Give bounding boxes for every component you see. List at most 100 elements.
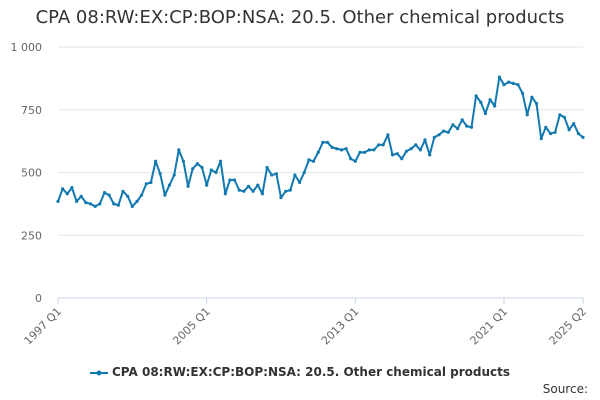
data-point[interactable] <box>288 188 292 192</box>
data-point[interactable] <box>135 199 139 203</box>
data-point[interactable] <box>61 187 65 191</box>
data-point[interactable] <box>228 178 232 182</box>
data-point[interactable] <box>200 165 204 170</box>
data-point[interactable] <box>479 100 483 104</box>
data-point[interactable] <box>390 153 395 157</box>
data-point[interactable] <box>163 193 167 197</box>
data-point[interactable] <box>437 133 441 137</box>
data-point[interactable] <box>344 147 348 151</box>
data-point[interactable] <box>400 157 404 161</box>
data-point[interactable] <box>88 202 93 206</box>
data-point[interactable] <box>223 192 227 196</box>
data-point[interactable] <box>562 115 567 119</box>
data-point[interactable] <box>530 95 534 99</box>
data-point[interactable] <box>558 113 562 117</box>
data-point[interactable] <box>409 147 413 151</box>
data-point[interactable] <box>246 184 251 188</box>
data-point[interactable] <box>497 75 501 79</box>
data-point[interactable] <box>75 199 79 203</box>
data-point[interactable] <box>84 201 88 205</box>
data-point[interactable] <box>79 194 83 198</box>
data-point[interactable] <box>279 196 283 200</box>
data-point[interactable] <box>260 192 264 196</box>
data-point[interactable] <box>93 204 97 208</box>
data-point[interactable] <box>423 138 427 142</box>
data-point[interactable] <box>65 192 69 196</box>
data-point[interactable] <box>465 124 469 128</box>
data-point[interactable] <box>219 159 223 163</box>
data-point[interactable] <box>70 186 74 190</box>
data-point[interactable] <box>270 173 274 177</box>
data-point[interactable] <box>149 180 153 185</box>
data-point[interactable] <box>140 193 144 197</box>
data-point[interactable] <box>521 91 525 95</box>
data-point[interactable] <box>516 83 520 87</box>
data-point[interactable] <box>539 137 543 141</box>
data-point[interactable] <box>386 133 390 137</box>
data-point[interactable] <box>377 143 381 147</box>
data-point[interactable] <box>432 135 436 139</box>
data-point[interactable] <box>525 113 529 117</box>
data-point[interactable] <box>456 127 460 131</box>
data-point[interactable] <box>144 182 148 186</box>
data-point[interactable] <box>214 170 218 175</box>
data-point[interactable] <box>232 178 237 182</box>
data-point[interactable] <box>181 159 185 163</box>
data-point[interactable] <box>284 189 288 193</box>
data-point[interactable] <box>121 189 125 193</box>
data-point[interactable] <box>321 140 325 144</box>
data-point[interactable] <box>116 203 120 207</box>
data-point[interactable] <box>544 125 548 129</box>
data-point[interactable] <box>553 130 557 134</box>
data-point[interactable] <box>251 189 255 193</box>
data-point[interactable] <box>126 194 130 198</box>
data-point[interactable] <box>446 130 450 134</box>
data-point[interactable] <box>177 148 181 152</box>
data-point[interactable] <box>404 149 409 153</box>
data-point[interactable] <box>442 129 446 133</box>
data-point[interactable] <box>576 132 581 136</box>
data-point[interactable] <box>154 159 158 163</box>
data-point[interactable] <box>507 80 511 84</box>
data-point[interactable] <box>107 193 111 197</box>
data-point[interactable] <box>428 153 432 157</box>
data-point[interactable] <box>158 172 162 176</box>
data-point[interactable] <box>335 147 339 151</box>
data-point[interactable] <box>572 122 576 126</box>
data-point[interactable] <box>172 173 176 177</box>
data-point[interactable] <box>98 202 102 206</box>
data-point[interactable] <box>353 159 357 163</box>
data-point[interactable] <box>474 94 478 98</box>
data-point[interactable] <box>293 173 297 177</box>
data-point[interactable] <box>349 157 353 161</box>
legend[interactable]: CPA 08:RW:EX:CP:BOP:NSA: 20.5. Other che… <box>0 365 600 379</box>
data-point[interactable] <box>167 183 172 187</box>
data-point[interactable] <box>451 123 455 127</box>
data-point[interactable] <box>581 135 585 139</box>
data-point[interactable] <box>548 132 553 136</box>
data-point[interactable] <box>307 158 311 162</box>
data-point[interactable] <box>372 148 376 152</box>
data-point[interactable] <box>358 150 362 154</box>
data-point[interactable] <box>339 148 343 152</box>
data-point[interactable] <box>112 202 116 206</box>
data-point[interactable] <box>367 148 371 152</box>
data-point[interactable] <box>56 199 60 203</box>
data-point[interactable] <box>265 165 269 170</box>
data-point[interactable] <box>298 180 302 185</box>
data-point[interactable] <box>469 125 474 129</box>
data-point[interactable] <box>418 148 422 152</box>
data-point[interactable] <box>567 128 571 132</box>
data-point[interactable] <box>311 159 316 163</box>
data-point[interactable] <box>502 83 506 87</box>
data-point[interactable] <box>395 152 399 156</box>
data-point[interactable] <box>191 167 195 171</box>
data-point[interactable] <box>483 111 487 116</box>
data-point[interactable] <box>195 162 199 166</box>
data-point[interactable] <box>325 140 330 144</box>
data-point[interactable] <box>534 101 539 106</box>
data-point[interactable] <box>205 183 209 187</box>
data-point[interactable] <box>302 170 306 175</box>
data-point[interactable] <box>363 150 367 154</box>
data-point[interactable] <box>493 104 497 108</box>
